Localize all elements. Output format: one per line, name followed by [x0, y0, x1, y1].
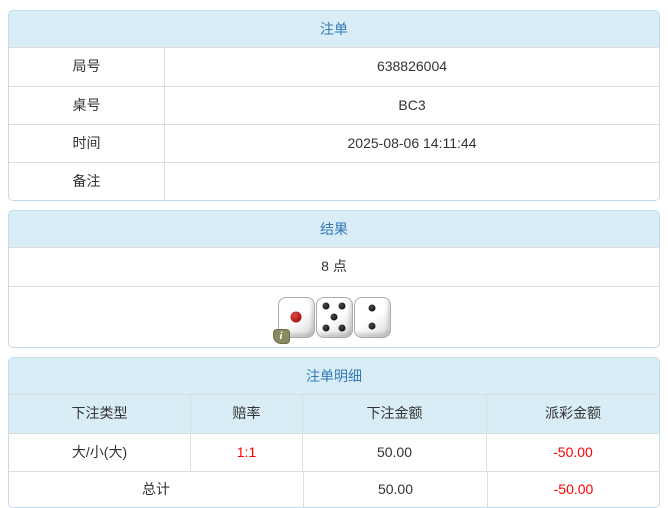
die-pip — [290, 311, 302, 323]
table-row: 局号 638826004 — [9, 48, 659, 86]
time-label: 时间 — [9, 125, 165, 162]
details-header-row: 下注类型 赔率 下注金额 派彩金额 — [9, 395, 659, 433]
details-total-row: 总计 50.00 -50.00 — [9, 471, 659, 507]
col-bet-type: 下注类型 — [9, 395, 191, 433]
die-pip — [322, 302, 330, 310]
die-pip — [322, 324, 330, 332]
table-row: 桌号 BC3 — [9, 86, 659, 124]
die-pip — [338, 324, 346, 332]
dice-row: i — [9, 286, 659, 347]
die-1: i — [272, 296, 315, 344]
total-payout-amount: -50.00 — [553, 481, 594, 497]
die-pip — [368, 322, 376, 330]
table-number-value: BC3 — [398, 97, 426, 113]
remark-label: 备注 — [9, 163, 165, 200]
round-number-value: 638826004 — [376, 58, 448, 74]
result-panel: 结果 8 点 i — [8, 210, 660, 348]
info-icon[interactable]: i — [272, 328, 290, 344]
odds-value: 1:1 — [191, 434, 303, 471]
table-number-label: 桌号 — [9, 87, 165, 124]
result-title: 结果 — [9, 211, 659, 248]
bet-slip-title: 注单 — [9, 11, 659, 48]
col-odds: 赔率 — [191, 395, 303, 433]
die-5 — [315, 296, 353, 338]
payout-amount-value: -50.00 — [553, 444, 593, 460]
total-bet-amount: 50.00 — [304, 472, 488, 507]
result-points: 8 点 — [321, 258, 347, 274]
col-bet-amount: 下注金额 — [303, 395, 487, 433]
details-data-row: 大/小(大) 1:1 50.00 -50.00 — [9, 433, 659, 471]
col-payout-amount: 派彩金额 — [545, 405, 601, 421]
bet-type-value: 大/小(大) — [9, 434, 191, 471]
die-pip — [338, 302, 346, 310]
bet-amount-value: 50.00 — [303, 434, 487, 471]
round-number-label: 局号 — [9, 48, 165, 86]
die-pip — [368, 304, 376, 312]
die-2 — [353, 296, 391, 338]
table-row: 时间 2025-08-06 14:11:44 — [9, 124, 659, 162]
total-label: 总计 — [9, 472, 304, 507]
table-row: 备注 — [9, 162, 659, 200]
bet-slip-panel: 注单 局号 638826004 桌号 BC3 时间 2025-08-06 14:… — [8, 10, 660, 201]
die-pip — [330, 313, 338, 321]
remark-value — [165, 163, 659, 200]
time-value: 2025-08-06 14:11:44 — [347, 135, 477, 151]
bet-details-title: 注单明细 — [9, 358, 659, 395]
bet-details-panel: 注单明细 下注类型 赔率 下注金额 派彩金额 大/小(大) 1:1 50.00 … — [8, 357, 660, 508]
